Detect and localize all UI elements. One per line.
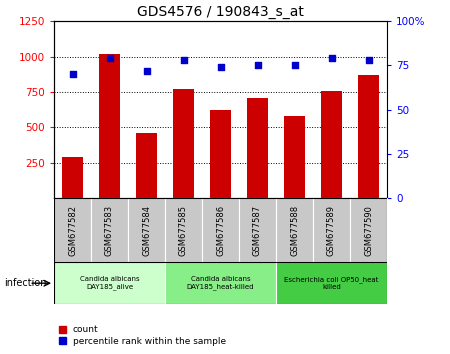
Bar <box>54 198 91 262</box>
Bar <box>248 98 268 198</box>
Point <box>106 56 113 61</box>
Point <box>217 64 224 70</box>
Bar <box>321 91 342 198</box>
Bar <box>350 198 387 262</box>
Text: Candida albicans
DAY185_alive: Candida albicans DAY185_alive <box>80 276 140 290</box>
Bar <box>276 198 313 262</box>
Bar <box>99 54 120 198</box>
Bar <box>128 198 165 262</box>
Bar <box>54 262 165 304</box>
Point <box>143 68 150 74</box>
Text: GSM677586: GSM677586 <box>216 205 225 256</box>
Text: Candida albicans
DAY185_heat-killed: Candida albicans DAY185_heat-killed <box>187 276 254 290</box>
Text: GSM677590: GSM677590 <box>364 205 373 256</box>
Bar <box>276 262 387 304</box>
Text: GSM677584: GSM677584 <box>142 205 151 256</box>
Title: GDS4576 / 190843_s_at: GDS4576 / 190843_s_at <box>137 5 304 19</box>
Text: Escherichia coli OP50_heat
killed: Escherichia coli OP50_heat killed <box>284 276 379 290</box>
Bar <box>239 198 276 262</box>
Bar <box>284 116 305 198</box>
Bar <box>210 110 231 198</box>
Legend: count, percentile rank within the sample: count, percentile rank within the sample <box>58 325 226 346</box>
Text: GSM677585: GSM677585 <box>179 205 188 256</box>
Bar <box>358 75 379 198</box>
Bar <box>202 198 239 262</box>
Point <box>180 57 187 63</box>
Text: GSM677588: GSM677588 <box>290 205 299 256</box>
Point <box>291 63 298 68</box>
Text: GSM677583: GSM677583 <box>105 205 114 256</box>
Bar <box>91 198 128 262</box>
Bar <box>62 157 83 198</box>
Point <box>69 72 76 77</box>
Bar <box>313 198 350 262</box>
Point <box>254 63 261 68</box>
Bar <box>165 198 202 262</box>
Point <box>365 57 372 63</box>
Bar <box>173 89 194 198</box>
Text: infection: infection <box>4 278 47 288</box>
Bar <box>136 133 157 198</box>
Text: GSM677587: GSM677587 <box>253 205 262 256</box>
Point <box>328 56 335 61</box>
Text: GSM677589: GSM677589 <box>327 205 336 256</box>
Bar <box>165 262 276 304</box>
Text: GSM677582: GSM677582 <box>68 205 77 256</box>
